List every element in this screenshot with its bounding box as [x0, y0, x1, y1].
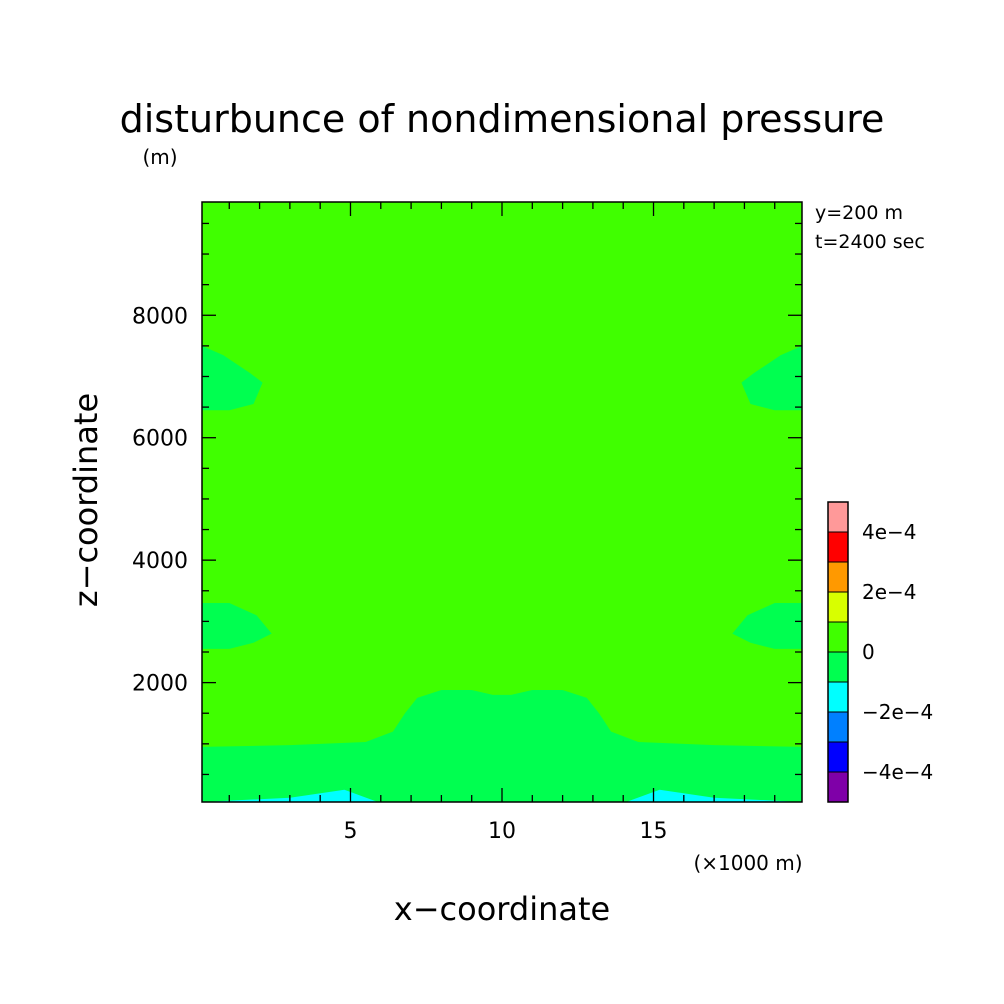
- colorbar-frame: [827, 501, 849, 803]
- y-axis-label: z−coordinate: [67, 393, 105, 607]
- y-tick-label: 2000: [132, 672, 188, 697]
- y-tick-label: 4000: [132, 549, 188, 574]
- x-axis-label: x−coordinate: [394, 890, 610, 928]
- colorbar-swatch: [827, 621, 849, 653]
- colorbar-label: 2e−4: [862, 580, 917, 604]
- colorbar-swatch: [827, 501, 849, 533]
- y-axis-unit: (m): [142, 145, 177, 169]
- colorbar-swatch: [827, 711, 849, 743]
- x-axis-unit: (×1000 m): [693, 851, 802, 875]
- colorbar-swatch: [827, 771, 849, 803]
- colorbar-swatch: [827, 741, 849, 773]
- colorbar-swatch: [827, 591, 849, 623]
- colorbar-swatch: [827, 561, 849, 593]
- colorbar-label: 0: [862, 640, 875, 664]
- contour-region-low-band: [202, 690, 802, 802]
- contour-region-right-upper-lobe: [741, 345, 802, 411]
- info-y-slice: y=200 m: [815, 202, 903, 224]
- y-tick-label: 6000: [132, 427, 188, 452]
- contour-region-left-upper-lobe: [202, 345, 263, 411]
- colorbar-label: −4e−4: [862, 760, 933, 784]
- contour-region-bottom-cyan: [202, 789, 802, 802]
- plot-area: [201, 201, 803, 803]
- contour-region-left-mid-lobe: [202, 603, 272, 649]
- x-tick-label: 10: [488, 819, 516, 844]
- colorbar: 4e−4 2e−4 0 −2e−4 −4e−4: [827, 501, 933, 803]
- info-time: t=2400 sec: [815, 231, 925, 253]
- contour-region-right-mid-lobe: [732, 603, 802, 649]
- colorbar-swatch: [827, 681, 849, 713]
- colorbar-label: 4e−4: [862, 520, 917, 544]
- axis-ticks: 5 10 15 2000 4000 6000 8000: [132, 202, 802, 844]
- x-tick-label: 5: [343, 819, 357, 844]
- chart-title: disturbunce of nondimensional pressure: [120, 97, 885, 141]
- y-tick-label: 8000: [132, 304, 188, 329]
- colorbar-label: −2e−4: [862, 700, 933, 724]
- colorbar-swatch: [827, 531, 849, 563]
- x-tick-label: 15: [640, 819, 668, 844]
- colorbar-swatch: [827, 651, 849, 683]
